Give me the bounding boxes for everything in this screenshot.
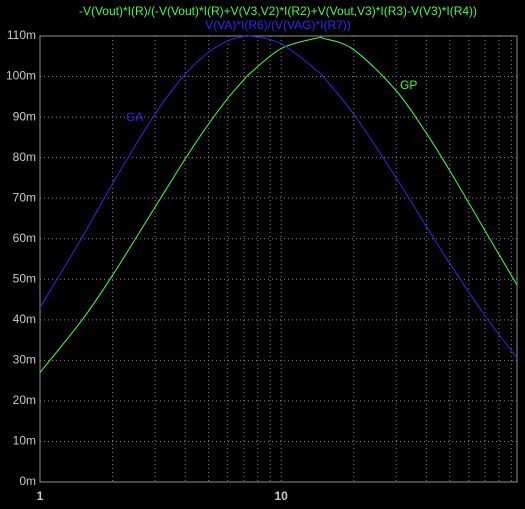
y-tick-label: 70m [13,190,36,204]
chart-title: -V(Vout)*I(R)/(-V(Vout)*I(R)+V(V3,V2)*I(… [79,4,477,18]
y-tick-label: 100m [6,69,36,83]
y-tick-label: 40m [13,312,36,326]
y-tick-label: 80m [13,150,36,164]
y-tick-label: 0m [19,474,36,488]
y-tick-label: 20m [13,393,36,407]
x-tick-label: 1 [37,489,44,503]
y-tick-label: 10m [13,434,36,448]
series-line [39,34,518,359]
chart-subtitle: V(VA)*I(R6)/(V(VAG)*I(R7)) [205,18,351,32]
y-tick-label: 50m [13,271,36,285]
y-tick-label: 110m [7,28,36,42]
y-tick-label: 30m [13,353,36,367]
y-tick-label: 60m [13,231,36,245]
series-label: GA [126,110,143,124]
x-tick-label: 10 [275,489,289,503]
y-tick-label: 90m [13,109,36,123]
plot-frame [39,35,518,483]
series-line [39,36,518,373]
series-label: GP [400,78,417,92]
